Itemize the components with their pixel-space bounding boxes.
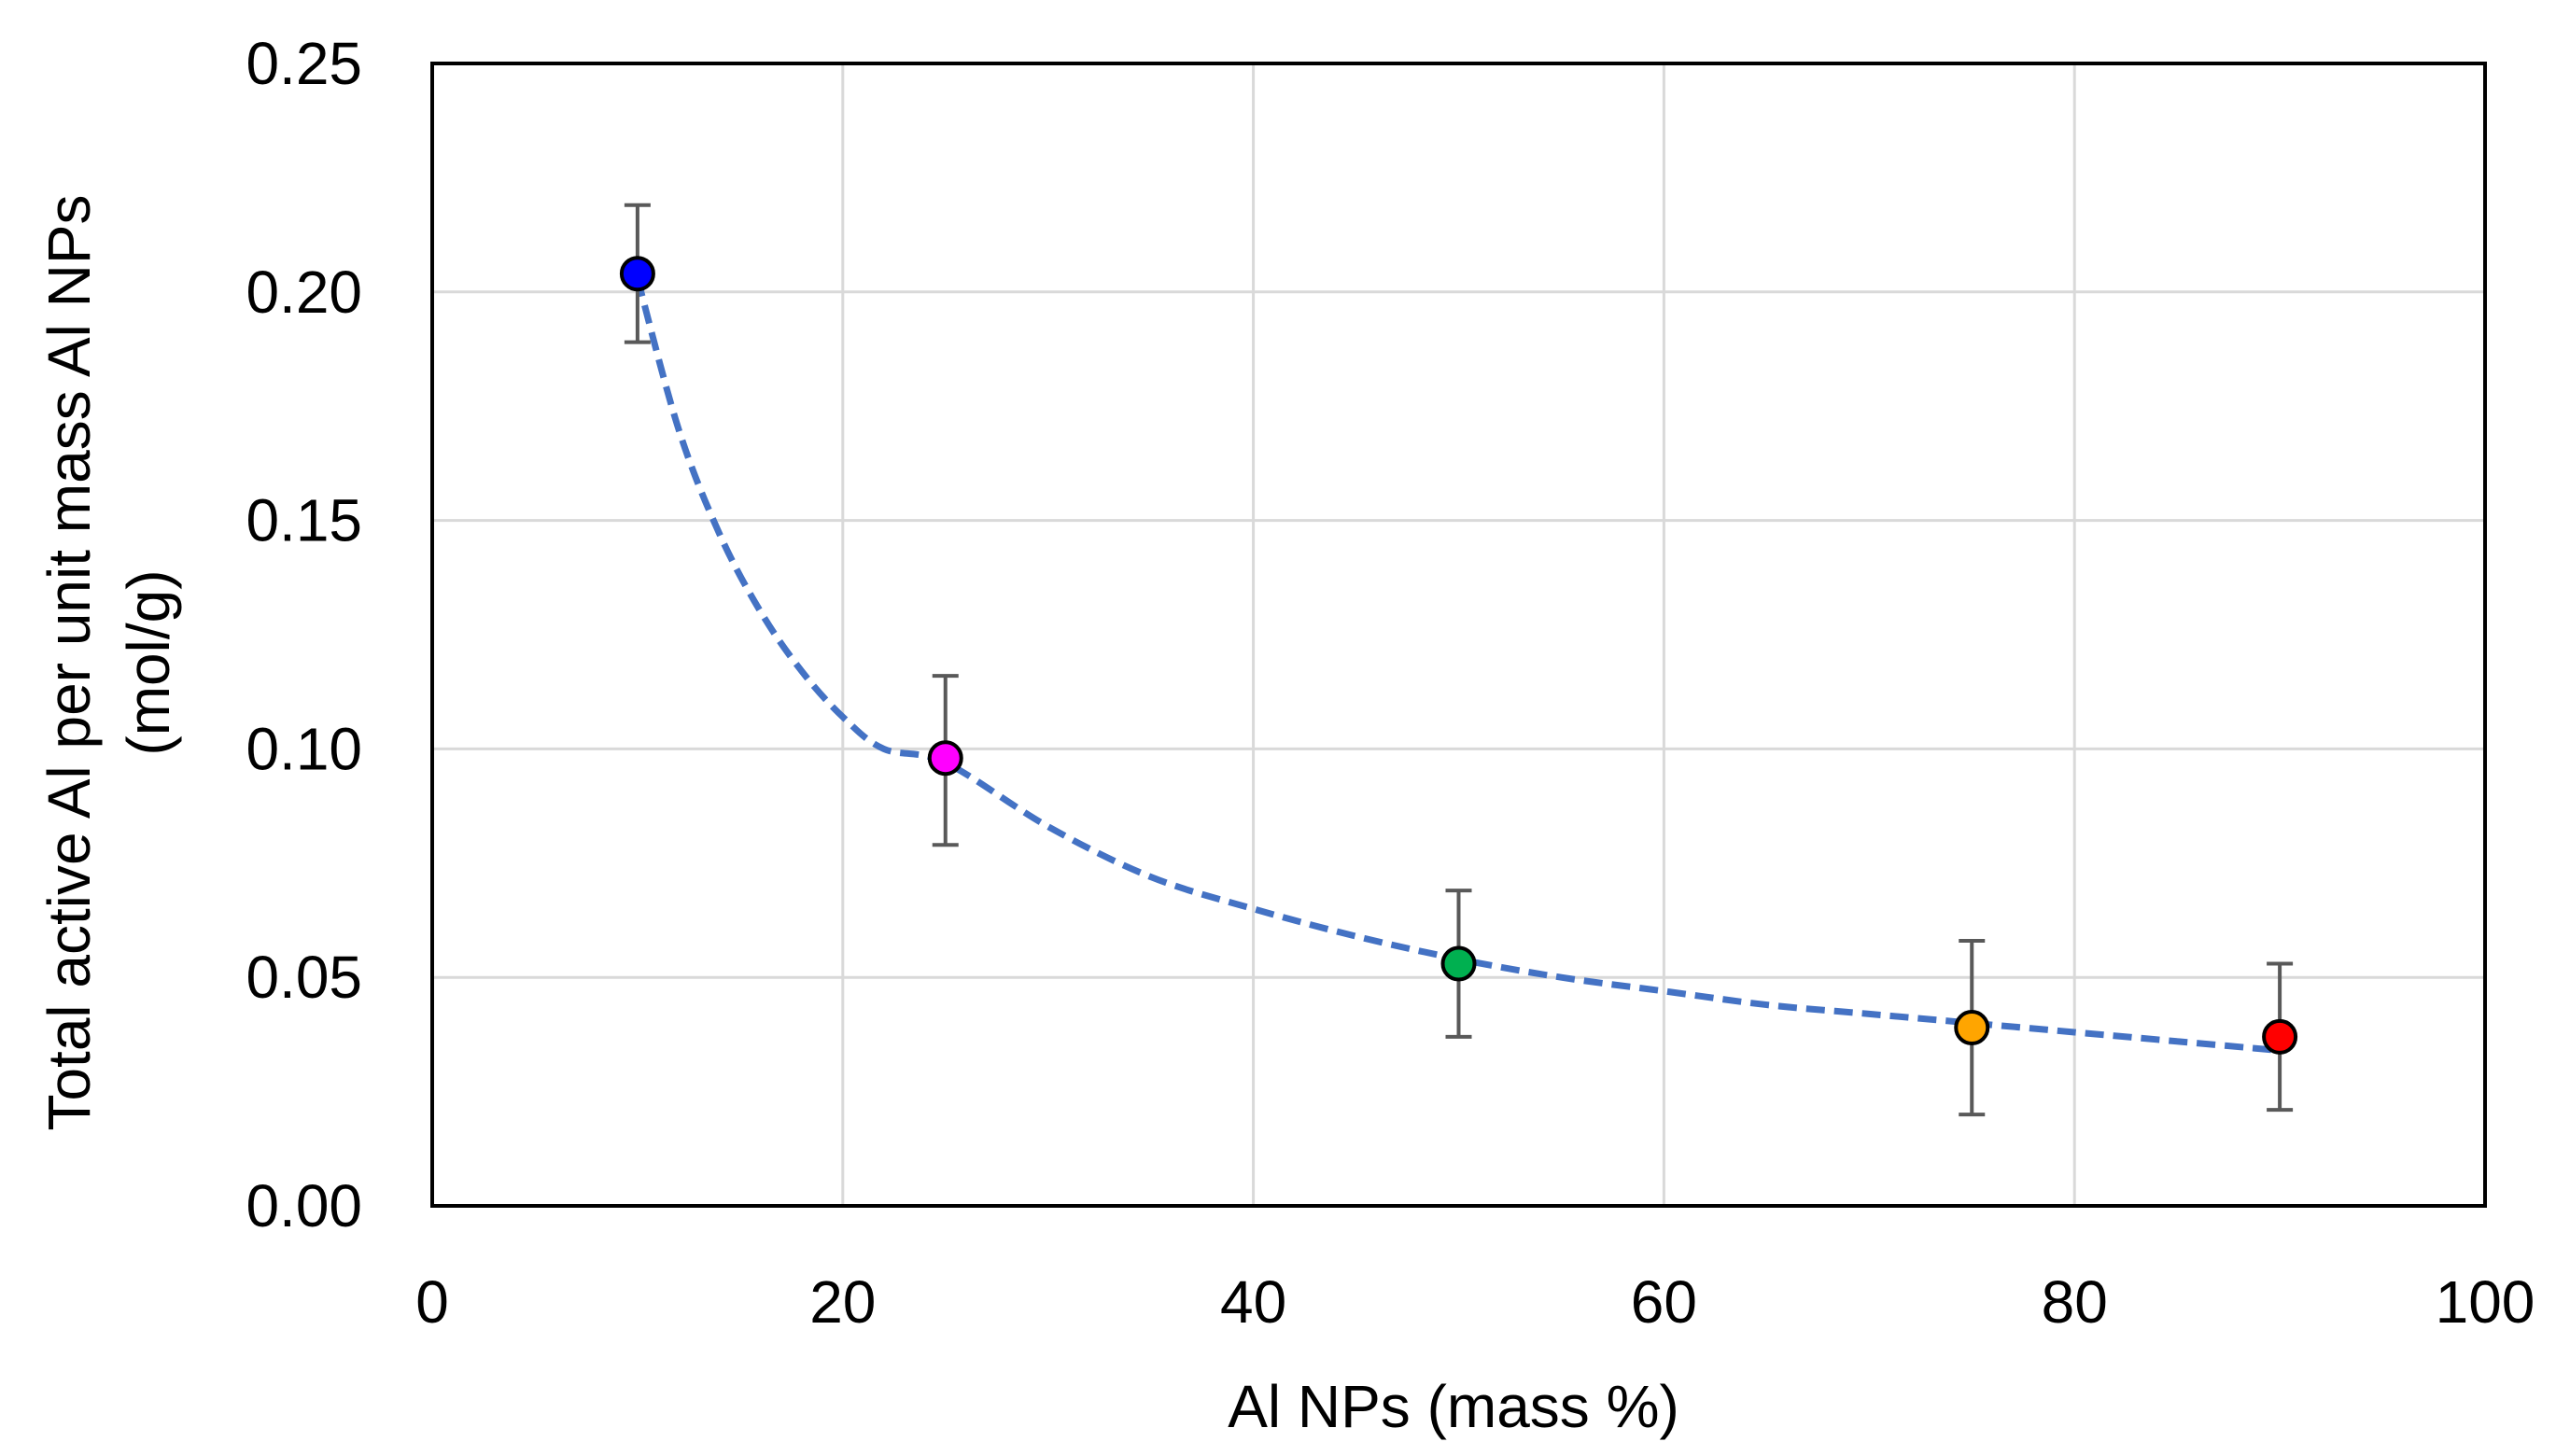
x-axis-tick-labels: 0 20 40 60 80 100	[415, 1268, 2535, 1336]
data-point	[1954, 1010, 1990, 1046]
y-tick-label: 0.15	[246, 487, 362, 554]
y-tick-label: 0.20	[246, 259, 362, 326]
y-axis-tick-labels: 0.00 0.05 0.10 0.15 0.20 0.25	[246, 30, 362, 1239]
x-tick-label: 20	[809, 1268, 876, 1336]
x-tick-label: 80	[2042, 1268, 2108, 1336]
y-axis-title: Total active Al per unit mass Al NPs (mo…	[35, 194, 182, 1130]
trendline	[634, 277, 2281, 1055]
data-point	[619, 256, 655, 292]
plot-area	[430, 62, 2487, 1208]
y-axis-title-line-1: Total active Al per unit mass Al NPs	[35, 194, 103, 1130]
y-tick-label: 0.00	[246, 1172, 362, 1239]
y-tick-label: 0.05	[246, 944, 362, 1011]
x-tick-label: 100	[2436, 1268, 2535, 1336]
data-points	[619, 256, 2298, 1055]
data-point	[2262, 1018, 2298, 1055]
y-tick-label: 0.10	[246, 715, 362, 782]
y-axis-title-line-2: (mol/g)	[115, 569, 182, 755]
x-tick-label: 0	[415, 1268, 449, 1336]
data-point	[927, 740, 963, 777]
data-point	[1440, 945, 1477, 982]
x-axis-title: Al NPs (mass %)	[1228, 1373, 1679, 1440]
y-tick-label: 0.25	[246, 30, 362, 97]
x-tick-label: 60	[1631, 1268, 1697, 1336]
x-tick-label: 40	[1220, 1268, 1286, 1336]
